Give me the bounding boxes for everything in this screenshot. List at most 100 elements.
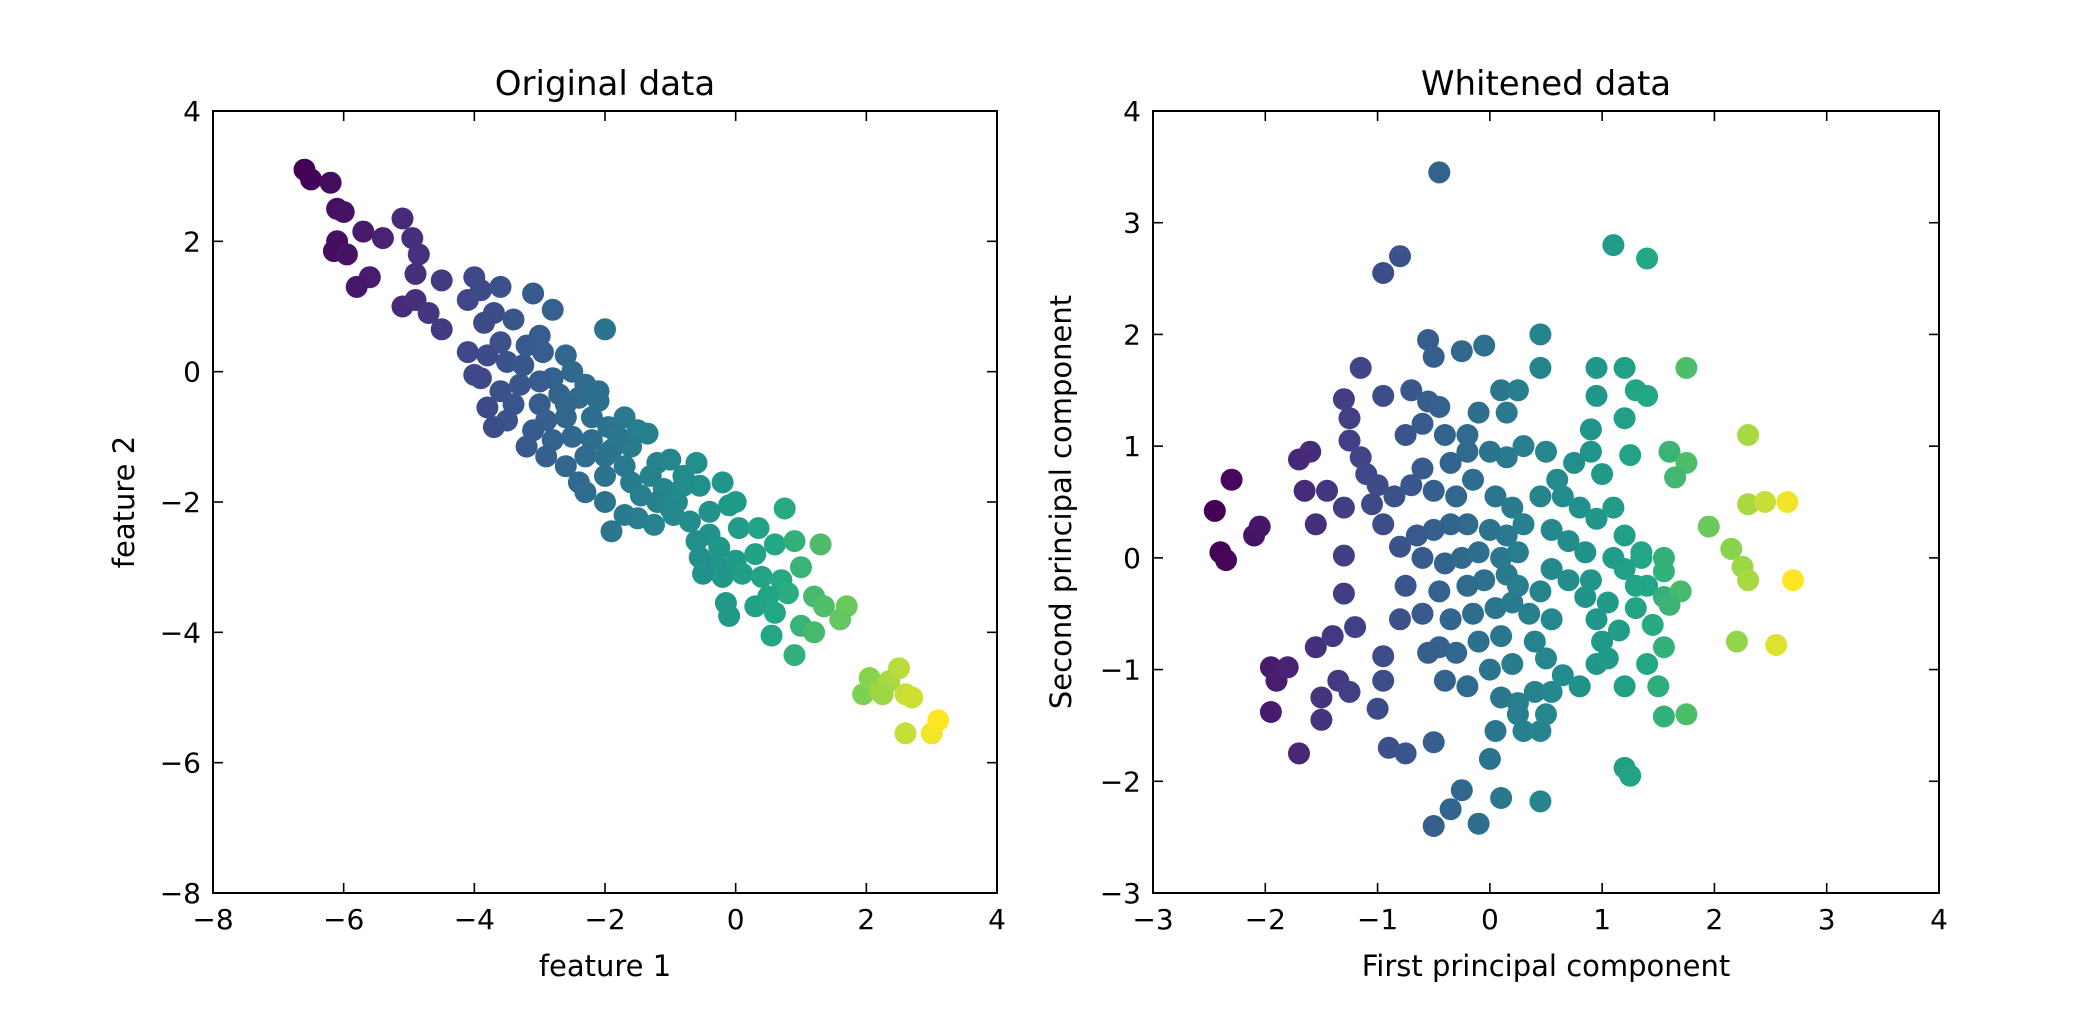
whitened-data-ylabel: Second principal component bbox=[1044, 295, 1078, 709]
whitened-data-point bbox=[1512, 720, 1535, 742]
original-data-point bbox=[371, 227, 394, 250]
original-data-point bbox=[760, 624, 783, 647]
whitened-data-point bbox=[1372, 262, 1395, 284]
original-data-point bbox=[783, 530, 806, 553]
original-data-point bbox=[430, 269, 453, 292]
whitened-data-ytick-label: −1 bbox=[1100, 654, 1141, 687]
whitened-data-point bbox=[1652, 705, 1675, 728]
whitened-data-point bbox=[1495, 401, 1518, 424]
original-data-point bbox=[888, 657, 910, 680]
whitened-data-point bbox=[1473, 569, 1496, 592]
whitened-data-point bbox=[1389, 245, 1411, 268]
whitened-data-point bbox=[1506, 574, 1529, 597]
original-data-point bbox=[927, 709, 950, 732]
whitened-data-point bbox=[1304, 513, 1327, 536]
original-data-point bbox=[404, 262, 427, 285]
original-data-point bbox=[594, 318, 616, 341]
whitened-data-point bbox=[1551, 485, 1574, 508]
whitened-data-point bbox=[1495, 524, 1518, 547]
whitened-data-point bbox=[1417, 329, 1440, 351]
original-data-point bbox=[659, 497, 682, 520]
original-data-point bbox=[469, 279, 492, 302]
original-data-point bbox=[407, 243, 430, 266]
original-data-point bbox=[335, 243, 358, 266]
whitened-data-point bbox=[1422, 479, 1445, 502]
whitened-data-point bbox=[1737, 493, 1760, 516]
whitened-data-point bbox=[1428, 161, 1451, 184]
whitened-data-point bbox=[1506, 703, 1529, 726]
whitened-data-point bbox=[1450, 546, 1473, 569]
original-data-point bbox=[763, 601, 786, 624]
whitened-data-point bbox=[1338, 680, 1361, 703]
whitened-data-xtick-label: 1 bbox=[1593, 903, 1611, 936]
whitened-data-xtick-label: 0 bbox=[1481, 903, 1499, 936]
original-data-xtick-label: −4 bbox=[454, 903, 495, 936]
whitened-data-point bbox=[1490, 379, 1513, 402]
whitened-data-point bbox=[1506, 541, 1529, 564]
original-data-point bbox=[698, 500, 721, 523]
whitened-data-point bbox=[1344, 616, 1367, 639]
original-data-point bbox=[678, 510, 701, 533]
whitened-data-point bbox=[1557, 530, 1580, 553]
original-data-point bbox=[512, 354, 535, 377]
whitened-data-ytick-label: 4 bbox=[1123, 95, 1141, 128]
whitened-data-point bbox=[1467, 401, 1490, 424]
whitened-data-point bbox=[1411, 602, 1434, 625]
original-data-point bbox=[685, 530, 708, 553]
original-data-point bbox=[352, 220, 375, 243]
whitened-data-point bbox=[1383, 485, 1406, 508]
whitened-data-point bbox=[1529, 580, 1552, 603]
whitened-data-point bbox=[1568, 675, 1591, 698]
original-data-ytick-label: −8 bbox=[160, 877, 201, 910]
whitened-data-point bbox=[1411, 546, 1434, 569]
whitened-data-point bbox=[1332, 496, 1355, 519]
whitened-data-xtick-label: −2 bbox=[1245, 903, 1286, 936]
whitened-data-xtick-label: 4 bbox=[1930, 903, 1948, 936]
whitened-data-point bbox=[1540, 608, 1563, 631]
whitened-data-point bbox=[1636, 247, 1659, 270]
whitened-data-point bbox=[1568, 496, 1591, 519]
whitened-data-panel: Whitened data First principal component … bbox=[1044, 64, 1948, 983]
original-data-point bbox=[580, 406, 603, 429]
whitened-data-point bbox=[1613, 356, 1636, 379]
whitened-data-point bbox=[1591, 630, 1614, 653]
original-data-point bbox=[574, 481, 597, 504]
whitened-data-point bbox=[1675, 356, 1698, 379]
original-data-xtick-label: −2 bbox=[584, 903, 625, 936]
whitened-data-point bbox=[1641, 613, 1664, 636]
whitened-data-point bbox=[1737, 424, 1760, 446]
original-data-point bbox=[894, 722, 917, 745]
whitened-data-point bbox=[1332, 544, 1355, 567]
original-data-point bbox=[300, 168, 322, 191]
original-data-ylabel: feature 2 bbox=[107, 436, 141, 568]
whitened-data-point bbox=[1652, 546, 1675, 569]
original-data-point bbox=[659, 448, 682, 471]
original-data-point bbox=[319, 171, 342, 194]
whitened-data-point bbox=[1321, 625, 1344, 648]
original-data-panel: Original data feature 1 feature 2 −8 −6 −4… bbox=[107, 64, 1006, 983]
whitened-data-point bbox=[1579, 569, 1602, 592]
original-data-point bbox=[790, 556, 812, 579]
whitened-data-point bbox=[1478, 747, 1501, 770]
whitened-data-point bbox=[1765, 634, 1788, 656]
whitened-data-point bbox=[1551, 664, 1574, 687]
original-data-point bbox=[476, 344, 499, 367]
original-data-point bbox=[763, 533, 786, 556]
original-data-point bbox=[607, 425, 630, 448]
whitened-data-xtick-label: 3 bbox=[1818, 903, 1836, 936]
whitened-data-point bbox=[1501, 591, 1524, 614]
original-data-point bbox=[594, 491, 616, 513]
original-data-xtick-label: 2 bbox=[857, 903, 875, 936]
whitened-data-point bbox=[1389, 535, 1411, 558]
original-data-point bbox=[496, 350, 518, 373]
whitened-data-point bbox=[1579, 418, 1602, 441]
whitened-data-point bbox=[1467, 541, 1490, 564]
whitened-data-point bbox=[1405, 524, 1428, 547]
whitened-data-point bbox=[1540, 558, 1563, 580]
original-data-point bbox=[391, 207, 414, 230]
original-data-point bbox=[871, 683, 894, 706]
whitened-data-point bbox=[1372, 645, 1395, 668]
original-data-point bbox=[629, 484, 652, 507]
